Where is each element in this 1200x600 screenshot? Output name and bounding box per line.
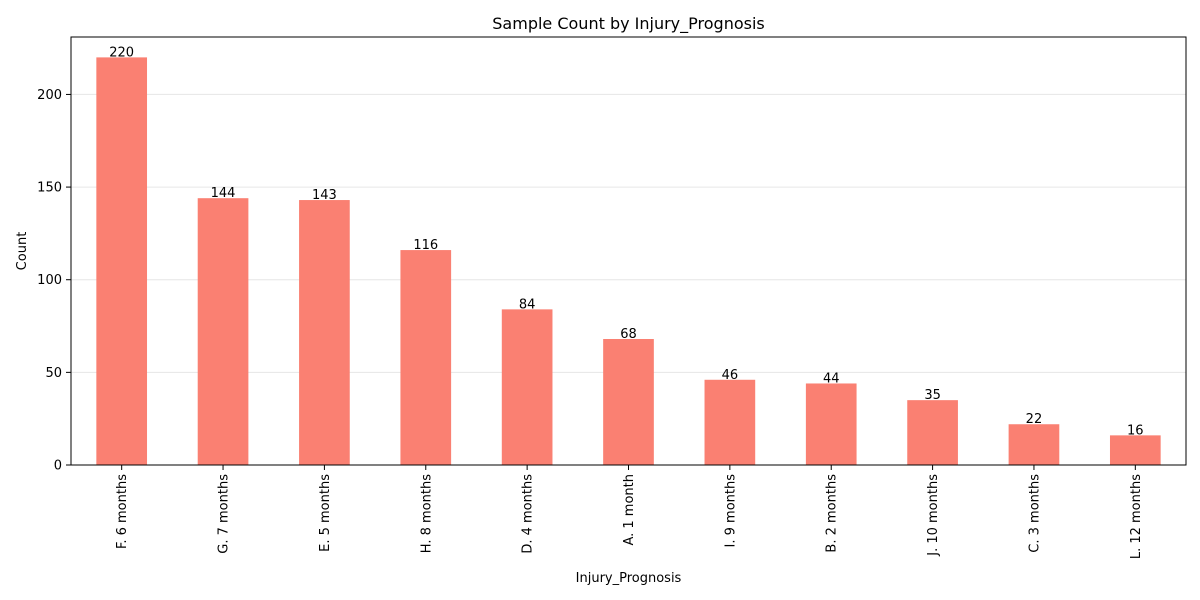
bar <box>805 383 857 465</box>
x-tick-label: D. 4 months <box>521 474 536 554</box>
x-tick-label: A. 1 month <box>622 474 637 546</box>
bars <box>96 57 1161 466</box>
bar <box>1008 424 1060 465</box>
x-tick-label: G. 7 months <box>217 474 232 554</box>
y-axis-title: Count <box>15 232 30 271</box>
x-axis-title: Injury_Prognosis <box>576 571 682 586</box>
bar <box>400 250 452 465</box>
x-tick-label: B. 2 months <box>825 474 840 553</box>
y-tick-label: 0 <box>54 459 62 474</box>
x-tick-label: L. 12 months <box>1129 474 1144 559</box>
x-tick-label: C. 3 months <box>1027 474 1042 553</box>
y-axis: 0 50 100 150 200 <box>37 88 71 474</box>
bar <box>197 198 249 465</box>
bar <box>907 400 958 465</box>
data-labels: 220 144 143 116 84 68 46 44 35 22 16 <box>109 45 1143 438</box>
bar-value-label: 35 <box>924 388 941 403</box>
y-tick-label: 150 <box>37 181 62 196</box>
bar <box>704 379 756 465</box>
y-tick-label: 50 <box>45 366 62 381</box>
y-tick-label: 100 <box>37 273 62 288</box>
bar <box>299 200 350 466</box>
bar <box>96 57 148 465</box>
bar-value-label: 116 <box>413 238 438 253</box>
x-tick-label: F. 6 months <box>115 474 130 549</box>
chart-title: Sample Count by Injury_Prognosis <box>492 14 764 34</box>
bar-value-label: 16 <box>1127 423 1144 438</box>
bar <box>603 339 654 465</box>
bar-value-label: 22 <box>1026 412 1043 427</box>
bar-value-label: 46 <box>722 368 739 383</box>
bar-value-label: 144 <box>211 186 236 201</box>
bar <box>501 309 553 465</box>
x-tick-label: J. 10 months <box>926 474 941 557</box>
y-tick-label: 200 <box>37 88 62 103</box>
bar-value-label: 143 <box>312 188 337 203</box>
bar-value-label: 220 <box>109 45 134 60</box>
x-tick-label: H. 8 months <box>419 474 434 553</box>
bar-value-label: 84 <box>519 297 536 312</box>
bar <box>1109 435 1161 465</box>
bar-value-label: 44 <box>823 371 840 386</box>
bar-value-label: 68 <box>620 327 637 342</box>
x-axis: F. 6 months G. 7 months E. 5 months H. 8 mo… <box>115 465 1144 559</box>
x-tick-label: E. 5 months <box>318 474 333 552</box>
x-tick-label: I. 9 months <box>723 474 738 548</box>
